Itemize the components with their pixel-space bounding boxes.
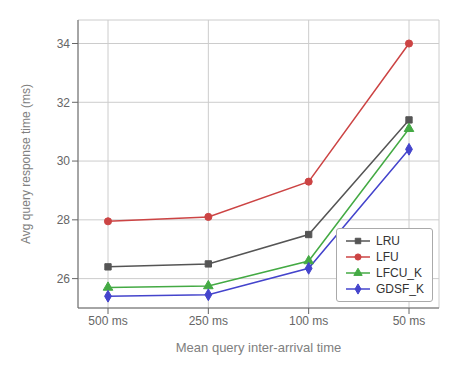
svg-text:Mean query inter-arrival time: Mean query inter-arrival time: [176, 340, 341, 355]
svg-text:26: 26: [57, 272, 71, 286]
svg-text:32: 32: [57, 96, 71, 110]
svg-text:50 ms: 50 ms: [393, 314, 426, 328]
svg-text:Avg query response time (ms): Avg query response time (ms): [19, 84, 33, 244]
html-text:LRU: LRU: [376, 234, 400, 248]
svg-text:500 ms: 500 ms: [88, 314, 127, 328]
html-text:GDSF_K: GDSF_K: [376, 282, 424, 296]
svg-text:250 ms: 250 ms: [189, 314, 228, 328]
svg-text:30: 30: [57, 154, 71, 168]
svg-text:100 ms: 100 ms: [289, 314, 328, 328]
svg-text:28: 28: [57, 213, 71, 227]
html-text:LFCU_K: LFCU_K: [376, 266, 422, 280]
svg-text:34: 34: [57, 37, 71, 51]
html-text:LFU: LFU: [376, 250, 399, 264]
